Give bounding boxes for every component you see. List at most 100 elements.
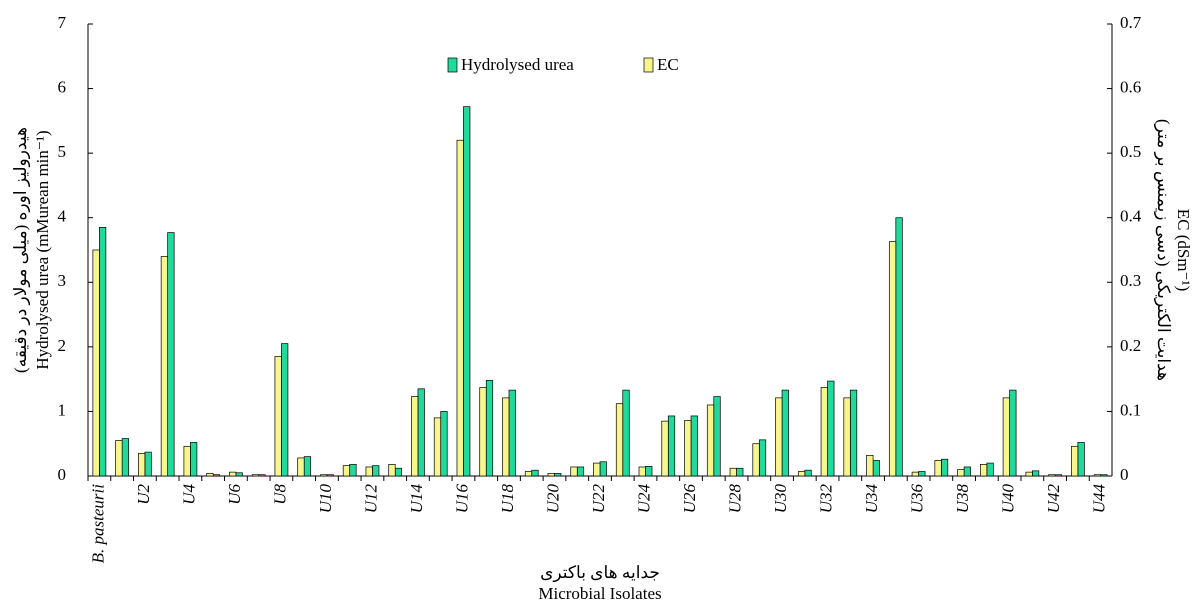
y2-axis-title: هدایت الکتریکی (دسی زیمنس بر متر): [1153, 119, 1173, 381]
bar: [729, 467, 737, 477]
x-tick-label: U20: [543, 484, 562, 514]
bar: [349, 464, 357, 477]
bar: [485, 380, 494, 477]
bar: [797, 471, 806, 477]
bar: [638, 466, 646, 477]
bar: [372, 465, 380, 477]
y-tick-label: 4: [58, 207, 67, 226]
bar: [918, 471, 926, 477]
y-tick-label: 5: [58, 142, 67, 161]
bar: [736, 467, 744, 477]
y2-tick-label: 0.3: [1120, 271, 1141, 290]
bar: [281, 343, 289, 477]
bar: [1025, 471, 1033, 477]
bar: [388, 464, 396, 477]
bar: [940, 458, 949, 477]
y2-tick-label: 0: [1120, 465, 1129, 484]
y2-tick-label: 0.4: [1120, 207, 1142, 226]
bar: [804, 469, 812, 477]
bar: [934, 460, 942, 477]
bar: [183, 445, 191, 477]
bar: [895, 217, 903, 477]
bar: [1071, 445, 1079, 477]
bar: [593, 462, 601, 477]
bar: [320, 474, 328, 477]
bar: [303, 456, 312, 477]
y-axis-title: هیدرولیز اوره (میلی مولار در دقیقه): [11, 127, 31, 373]
bar: [888, 241, 897, 477]
bar: [1002, 397, 1010, 477]
bar: [138, 453, 146, 477]
y-tick-label: 0: [58, 465, 67, 484]
bar: [1009, 389, 1017, 477]
x-tick-label: U22: [589, 484, 608, 514]
bar: [957, 469, 965, 477]
x-tick-label: U42: [1044, 484, 1063, 514]
x-tick-label: B. pasteurii: [88, 484, 107, 564]
bar: [365, 466, 373, 477]
bar: [706, 404, 715, 477]
y-tick-label: 1: [58, 400, 67, 419]
bar: [1100, 474, 1108, 477]
y-tick-label: 3: [58, 271, 67, 290]
bar: [394, 467, 403, 477]
bar: [849, 389, 858, 477]
bar: [411, 396, 419, 477]
bar: [554, 473, 562, 477]
legend-swatch: [447, 57, 458, 73]
y2-axis-title: EC (dSm⁻¹): [1174, 209, 1193, 292]
bar: [713, 396, 721, 477]
bar: [417, 388, 425, 477]
bar: [645, 465, 653, 477]
bar: [326, 474, 334, 477]
bar: [622, 389, 630, 477]
x-tick-label: U24: [634, 484, 653, 514]
bar: [667, 415, 676, 477]
bar: [866, 454, 874, 477]
legend-swatch: [643, 57, 654, 73]
bar: [502, 397, 510, 477]
bar: [508, 389, 516, 477]
bar: [872, 460, 880, 477]
y2-tick-label: 0.7: [1120, 13, 1142, 32]
bar: [212, 474, 221, 477]
bar: [911, 471, 919, 477]
x-tick-label: U38: [953, 484, 972, 514]
bar: [160, 256, 168, 477]
bar: [167, 232, 175, 477]
y-axis-title: Hydrolysed urea (mMurean min⁻¹): [33, 130, 52, 369]
bar: [1032, 470, 1040, 477]
bar: [479, 387, 487, 477]
bar: [752, 443, 760, 477]
legend-label: EC: [657, 55, 679, 74]
bar: [463, 106, 471, 477]
x-axis-title: جدایه های باکتری: [540, 563, 660, 583]
bar: [456, 139, 464, 477]
bar: [758, 439, 767, 477]
bar: [229, 471, 237, 477]
bar: [963, 466, 971, 477]
bar: [440, 411, 448, 477]
x-tick-label: U14: [407, 484, 426, 514]
x-tick-label: U36: [907, 484, 926, 514]
x-tick-label: U8: [270, 484, 289, 505]
x-tick-label: U6: [225, 484, 244, 505]
bar: [1048, 474, 1056, 477]
x-tick-label: U44: [1090, 484, 1109, 514]
bar: [258, 474, 266, 477]
legend-label: Hydrolysed urea: [461, 55, 574, 74]
bar: [843, 397, 851, 477]
x-axis-title: Microbial Isolates: [538, 584, 661, 603]
y2-tick-label: 0.5: [1120, 142, 1141, 161]
bar: [775, 397, 783, 477]
x-tick-label: U12: [361, 484, 380, 514]
bar: [615, 403, 624, 477]
bar: [576, 466, 585, 477]
bar: [1077, 442, 1085, 477]
bar: [781, 389, 789, 477]
bar: [251, 474, 260, 477]
bar: [827, 380, 835, 477]
bar: [144, 451, 152, 477]
x-tick-label: U26: [680, 484, 699, 514]
